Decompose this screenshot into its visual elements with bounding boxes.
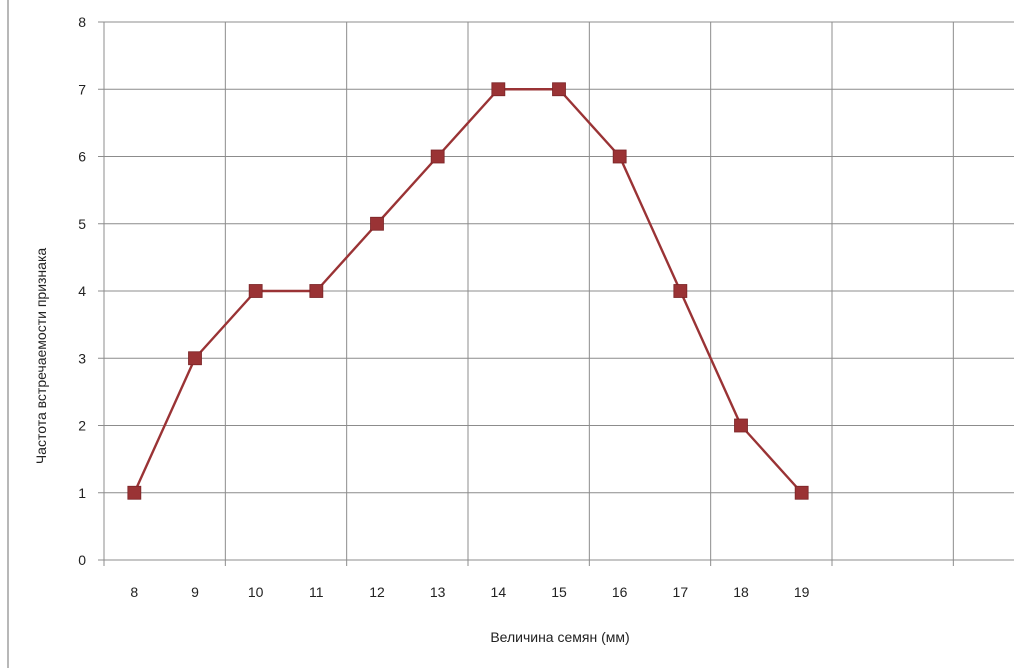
x-tick-label: 16 (612, 584, 628, 600)
x-axis-title: Величина семян (мм) (490, 629, 629, 645)
x-tick-label: 19 (794, 584, 810, 600)
y-tick-label: 1 (78, 485, 86, 501)
x-tick-label: 13 (430, 584, 446, 600)
page-left-border (7, 0, 9, 668)
x-tick-label: 10 (248, 584, 264, 600)
x-tick-label: 11 (309, 584, 324, 600)
series-group (127, 82, 809, 500)
y-tick-label: 4 (78, 283, 86, 299)
y-tick-label: 5 (78, 216, 86, 232)
y-tick-label: 6 (78, 149, 86, 165)
data-point-marker (127, 485, 142, 500)
x-tick-label: 18 (733, 584, 749, 600)
series-line (133, 88, 803, 494)
x-tick-label: 8 (130, 584, 138, 600)
x-tick-label: 17 (673, 584, 689, 600)
y-tick-label: 0 (78, 552, 86, 568)
data-point-marker (370, 216, 384, 231)
data-point-marker (552, 82, 566, 97)
data-point-marker (188, 351, 202, 366)
data-point-marker (491, 82, 506, 97)
y-tick-label: 3 (78, 350, 86, 366)
data-point-marker (309, 284, 324, 298)
x-axis-ticks: 8 9 10 11 12 13 14 15 16 17 18 19 (130, 584, 809, 600)
y-tick-label: 8 (78, 14, 86, 30)
x-tick-label: 14 (491, 584, 507, 600)
y-tick-label: 7 (78, 81, 86, 97)
chart-grid (104, 21, 1014, 560)
x-tick-label: 9 (191, 584, 199, 600)
x-tick-label: 12 (369, 584, 385, 600)
data-point-marker (673, 284, 688, 298)
data-point-marker (794, 485, 809, 500)
y-axis-ticks: 0 1 2 3 4 5 6 7 8 (78, 14, 86, 568)
x-tick-label: 15 (551, 584, 567, 600)
chart-axes (98, 21, 1014, 566)
data-point-marker (734, 418, 748, 433)
data-point-marker (248, 284, 263, 298)
data-point-marker (430, 149, 445, 164)
y-axis-title: Частота встречаемости признака (33, 248, 49, 465)
y-tick-label: 2 (78, 418, 86, 434)
data-point-marker (612, 149, 627, 164)
